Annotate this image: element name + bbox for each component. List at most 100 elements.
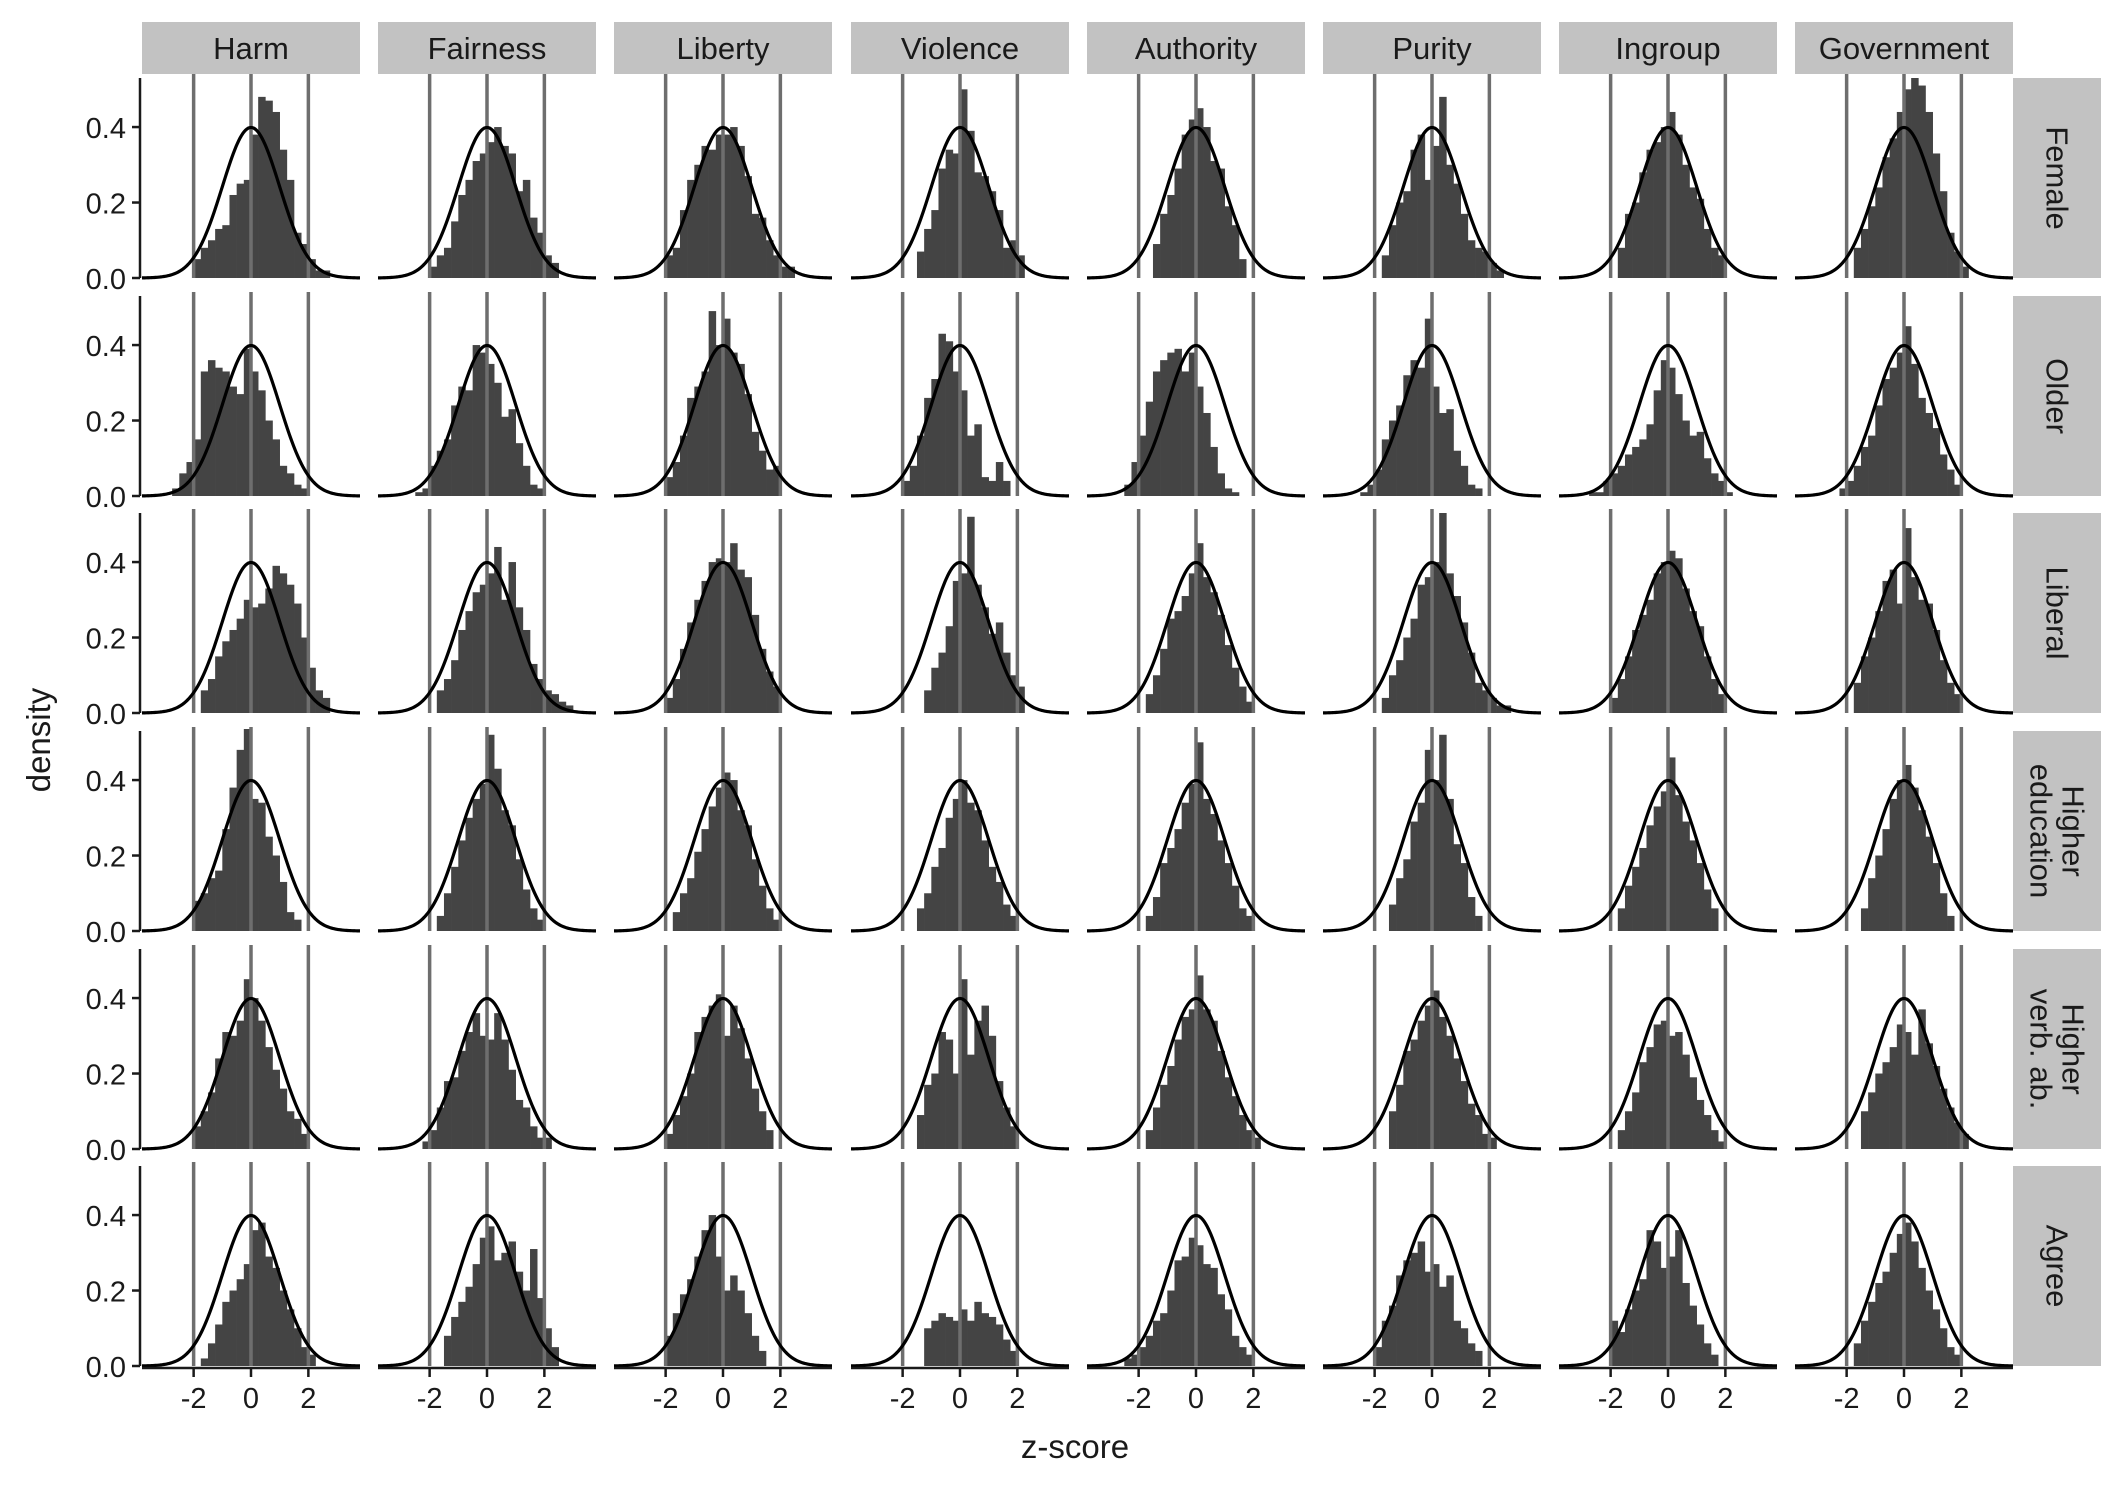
histogram-bar <box>458 386 466 496</box>
histogram-bar <box>1217 1294 1225 1366</box>
row-strip-label: Female <box>2040 126 2075 229</box>
histogram-bar <box>1467 240 1476 278</box>
histogram-bar <box>967 1054 975 1149</box>
histogram-bar <box>465 1032 473 1149</box>
normal-curve <box>613 1213 833 1368</box>
histogram-bar <box>1660 562 1669 713</box>
histogram-bar <box>1911 78 1919 278</box>
panel <box>1086 292 1306 498</box>
histogram-bar <box>1703 1343 1712 1366</box>
histogram-bar <box>1653 1024 1662 1149</box>
histogram-bar <box>715 1256 724 1366</box>
normal-curve <box>1558 1213 1778 1368</box>
histogram-bar <box>1467 1343 1476 1366</box>
histogram-bar <box>472 161 481 278</box>
histogram-bar <box>508 1241 516 1366</box>
histogram-bar <box>988 1035 997 1149</box>
histogram-bar <box>1453 183 1461 278</box>
histogram-bar <box>1167 194 1175 278</box>
histogram-bar <box>1010 675 1018 713</box>
histogram-bar <box>1925 1290 1933 1366</box>
panel <box>141 945 361 1151</box>
histogram-bar <box>294 1328 302 1366</box>
histogram-bar <box>1203 1009 1211 1149</box>
histogram-bar <box>737 1028 745 1149</box>
histogram-bar <box>443 1335 452 1366</box>
histogram-bar <box>1475 488 1483 496</box>
histogram-bar <box>1174 168 1182 278</box>
histogram-bar <box>1145 915 1154 931</box>
histogram-bar <box>1460 213 1469 278</box>
histogram-bar <box>1947 1347 1955 1366</box>
histogram-bar <box>1467 1103 1476 1149</box>
histogram-bar <box>487 573 495 713</box>
histogram-bar <box>522 629 531 713</box>
histogram-bar <box>207 1343 216 1366</box>
histogram-bar <box>737 569 745 713</box>
histogram-bar <box>1932 428 1941 496</box>
histogram-bar <box>687 1073 695 1149</box>
histogram-bar <box>945 341 954 496</box>
histogram-bar <box>436 915 445 931</box>
histogram-bar <box>909 465 918 496</box>
histogram-bar <box>1703 228 1712 278</box>
histogram-bar <box>988 480 997 496</box>
histogram-bar <box>701 145 709 278</box>
histogram-bar <box>422 1141 430 1149</box>
histogram-bar <box>1675 394 1683 496</box>
histogram-bar <box>515 859 524 931</box>
normal-curve <box>1322 125 1542 280</box>
panel <box>850 945 1070 1151</box>
histogram-bar <box>1396 660 1404 713</box>
histogram-bar <box>1381 1320 1390 1366</box>
histogram-bar <box>236 618 245 713</box>
histogram-bar <box>1882 580 1890 713</box>
histogram-bar <box>1160 213 1168 278</box>
histogram-bar <box>1911 1054 1919 1149</box>
histogram-bar <box>1653 806 1662 931</box>
histogram-bar <box>938 1032 946 1149</box>
histogram-bar <box>981 840 989 931</box>
histogram-bar <box>1388 1305 1397 1366</box>
histogram-bar <box>1610 1320 1619 1366</box>
histogram-bar <box>1417 584 1426 713</box>
histogram-bar <box>1932 1309 1941 1366</box>
histogram-bar <box>1896 603 1905 713</box>
histogram-bar <box>458 1301 466 1366</box>
histogram-bar <box>1210 446 1218 496</box>
histogram-bar <box>1446 409 1454 496</box>
histogram-bar <box>952 798 961 931</box>
histogram-bar <box>1417 1020 1426 1149</box>
histogram-bar <box>1196 742 1204 931</box>
histogram-bar <box>251 1230 259 1366</box>
histogram-bar <box>1925 603 1933 713</box>
histogram-bar <box>1660 1020 1669 1149</box>
histogram-bar <box>715 994 724 1149</box>
histogram-bar <box>215 367 223 496</box>
histogram-bar <box>1668 1035 1676 1149</box>
histogram-bar <box>1675 1032 1683 1149</box>
histogram-bar <box>1174 611 1182 713</box>
panel <box>1558 727 1778 933</box>
histogram-bar <box>1403 1260 1411 1366</box>
histogram-bar <box>1181 371 1190 496</box>
histogram-bar <box>544 1328 552 1366</box>
histogram-bar <box>974 584 982 713</box>
y-tick-label: 0.0 <box>86 917 126 949</box>
histogram-bar <box>773 255 781 278</box>
row-strip <box>2013 78 2101 278</box>
histogram-bar <box>1010 1350 1018 1366</box>
histogram-bar <box>708 562 717 713</box>
histogram-bar <box>1432 562 1440 713</box>
histogram-bar <box>1482 251 1490 278</box>
histogram-bar <box>472 1264 481 1366</box>
histogram-bar <box>1239 908 1247 931</box>
histogram-bar <box>1918 85 1926 278</box>
histogram-bar <box>1196 1245 1204 1366</box>
histogram-bar <box>530 217 538 278</box>
histogram-bar <box>479 783 488 931</box>
histogram-bar <box>758 1350 767 1366</box>
histogram-bar <box>773 919 781 931</box>
histogram-bar <box>200 1111 209 1149</box>
normal-curve <box>850 1213 1070 1368</box>
